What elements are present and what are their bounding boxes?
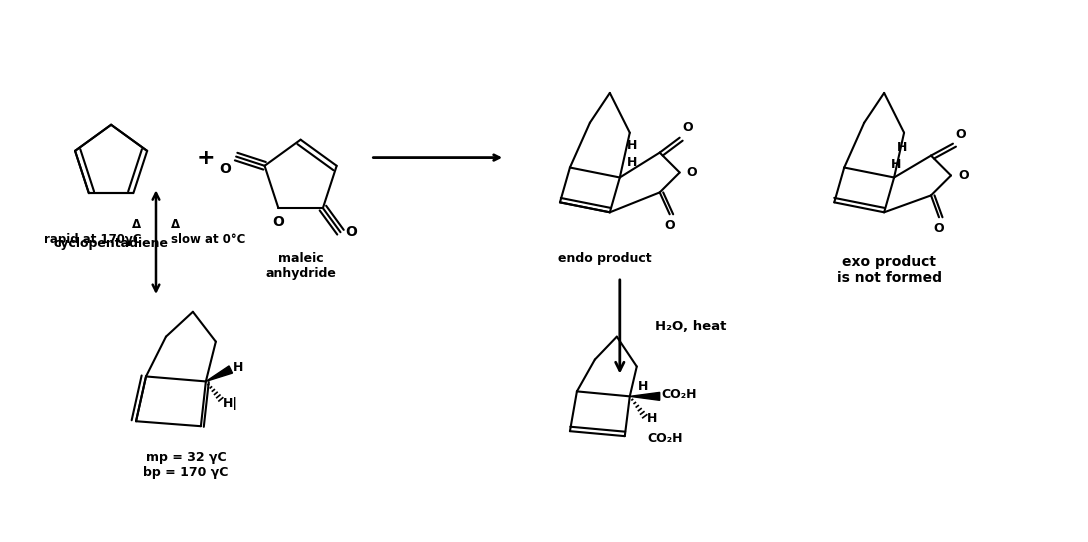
Text: O: O — [682, 121, 693, 134]
Text: O: O — [934, 222, 944, 235]
Text: endo product: endo product — [558, 252, 652, 265]
Text: H: H — [898, 141, 907, 154]
Polygon shape — [206, 366, 233, 382]
Text: O: O — [687, 166, 697, 179]
Text: H: H — [638, 380, 648, 393]
Polygon shape — [630, 392, 659, 401]
Text: H₂O, heat: H₂O, heat — [655, 320, 726, 333]
Text: O: O — [665, 220, 675, 233]
Text: H|: H| — [223, 397, 238, 410]
Text: Δ
rapid at 170γC: Δ rapid at 170γC — [44, 218, 141, 246]
Text: +: + — [197, 147, 215, 167]
Text: H: H — [627, 156, 638, 169]
Text: O: O — [346, 225, 357, 239]
Text: maleic
anhydride: maleic anhydride — [265, 252, 336, 280]
Text: CO₂H: CO₂H — [647, 431, 683, 444]
Text: H: H — [627, 139, 638, 152]
Text: Δ
slow at 0°C: Δ slow at 0°C — [171, 218, 245, 246]
Text: exo product
is not formed: exo product is not formed — [837, 255, 941, 285]
Text: mp = 32 γC
bp = 170 γC: mp = 32 γC bp = 170 γC — [144, 451, 228, 479]
Text: CO₂H: CO₂H — [662, 388, 697, 401]
Text: H: H — [233, 361, 244, 374]
Text: cyclopentadiene: cyclopentadiene — [53, 237, 169, 250]
Text: H: H — [646, 412, 657, 425]
Text: O: O — [272, 215, 284, 229]
Text: O: O — [220, 162, 231, 176]
Text: O: O — [955, 128, 965, 141]
Text: O: O — [957, 169, 968, 182]
Text: H: H — [891, 158, 902, 171]
